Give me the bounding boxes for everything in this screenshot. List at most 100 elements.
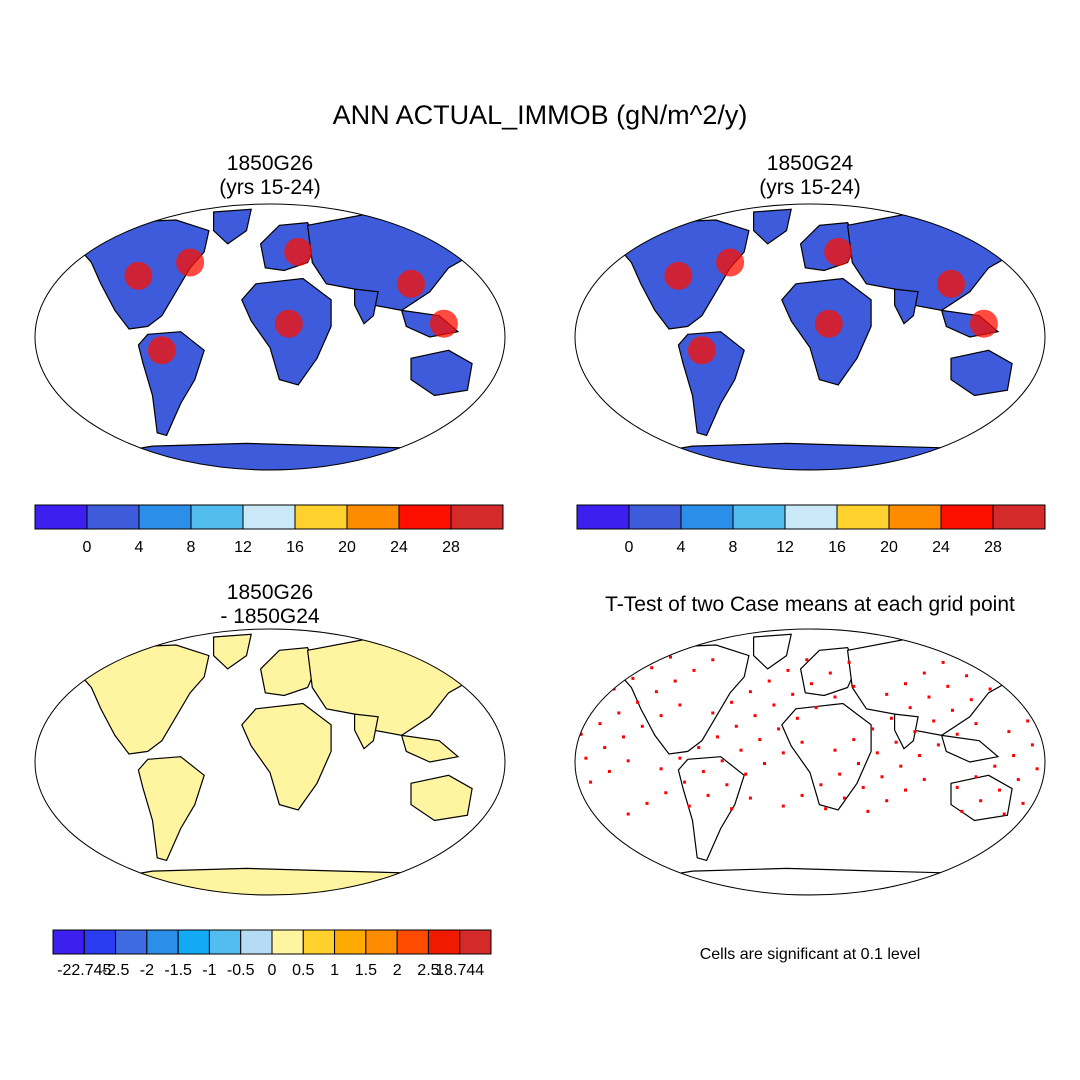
significance-cell <box>631 676 635 680</box>
colorbar-diff-tick-label: 2 <box>393 962 402 979</box>
significance-cell <box>913 730 917 734</box>
significance-cell <box>607 769 611 773</box>
significance-cell <box>969 698 973 702</box>
significance-cell <box>763 762 766 765</box>
colorbar-top-left-tick-label: 28 <box>442 539 460 556</box>
colorbar-top-right-swatch <box>992 504 1046 530</box>
significance-cell <box>598 722 602 726</box>
panel-2-title-line2: (yrs 15-24) <box>759 176 861 199</box>
colorbar-top-right-tick-label: 12 <box>776 539 794 556</box>
significance-cell <box>1021 801 1025 805</box>
significance-cell <box>701 769 705 773</box>
colorbar-diff-tick-label: -22.745 <box>57 962 111 979</box>
colorbar-diff-tick-label: 2.5 <box>417 962 439 979</box>
significance-cell <box>725 783 729 787</box>
significance-cell <box>659 714 663 718</box>
colorbar-diff-tick-label: 0 <box>268 962 277 979</box>
warm-region <box>274 309 303 338</box>
significance-cell <box>1007 730 1011 734</box>
colorbar-top-right-swatch <box>732 504 786 530</box>
continent-seAsia <box>400 734 460 763</box>
significance-cell <box>678 703 682 707</box>
significance-cell <box>589 780 593 784</box>
colorbar-top-right-tick-label: 4 <box>677 539 686 556</box>
significance-cell <box>1035 767 1039 771</box>
significance-cell <box>871 727 875 731</box>
significance-cell <box>988 687 992 691</box>
significance-cell <box>1012 754 1016 758</box>
significance-cell <box>683 780 687 784</box>
significance-cell <box>819 783 823 787</box>
colorbar-top-left-tick-label: 8 <box>187 539 196 556</box>
panel-2-title-line1: 1850G24 <box>766 152 854 175</box>
significance-cell <box>936 743 940 747</box>
significance-cell <box>993 764 997 768</box>
significance-cell <box>669 655 672 659</box>
significance-cell <box>875 751 879 755</box>
significance-cell <box>904 682 907 686</box>
significance-cell <box>1016 777 1020 781</box>
colorbar-diff-swatch <box>459 929 492 955</box>
continent-india <box>894 288 919 325</box>
significance-cell <box>852 684 856 688</box>
significance-cell <box>918 754 922 758</box>
significance-cell <box>579 732 583 736</box>
significance-cell <box>885 692 889 696</box>
significance-cell <box>1002 812 1006 816</box>
significance-cell <box>626 759 630 763</box>
continent-seAsia <box>940 734 1000 763</box>
significance-cell <box>622 735 625 739</box>
significance-cell <box>833 695 837 699</box>
significance-cell <box>781 804 785 808</box>
continent-greenland <box>753 208 792 245</box>
significance-cell <box>814 706 818 710</box>
significance-cell <box>852 738 856 742</box>
significance-cell <box>603 746 607 750</box>
significance-cell <box>767 679 771 683</box>
warm-region <box>147 336 176 365</box>
significance-cell <box>753 714 757 718</box>
significance-cell <box>617 711 621 715</box>
panel-1-title: 1850G26 (yrs 15-24) <box>135 152 405 200</box>
significance-cell <box>791 692 795 696</box>
continent-india <box>354 713 379 750</box>
significance-cell <box>654 690 658 694</box>
colorbar-top-left-swatch <box>34 504 88 530</box>
significance-cell <box>1030 743 1034 747</box>
colorbar-diff-swatch <box>146 929 179 955</box>
colorbar-top-left-swatch <box>242 504 296 530</box>
colorbar-top-left-tick-label: 24 <box>390 539 408 556</box>
colorbar-top-left-swatch <box>138 504 192 530</box>
significance-cell <box>965 674 969 678</box>
warm-region <box>937 269 965 298</box>
significance-cell <box>908 706 912 710</box>
colorbar-diff-tick-label: 0.5 <box>292 962 314 979</box>
colorbar-top-right-swatch <box>836 504 890 530</box>
significance-cell <box>922 777 926 781</box>
warm-region <box>687 336 716 365</box>
significance-cell <box>772 703 776 707</box>
significance-cell <box>640 724 644 728</box>
significance-cell <box>584 756 588 760</box>
colorbar-diff-swatch <box>302 929 336 955</box>
significance-cell <box>861 785 865 789</box>
colorbar-diff-swatch <box>52 929 85 955</box>
significance-cell <box>800 740 804 744</box>
warm-region <box>969 309 998 338</box>
colorbar-top-right-tick-label: 28 <box>984 539 1002 556</box>
warm-region <box>284 237 313 266</box>
colorbar-top-right-swatch <box>784 504 838 530</box>
significance-cell <box>847 660 851 664</box>
continent-northAmerica <box>606 644 750 755</box>
significance-cell <box>904 788 907 792</box>
colorbar-top-left-tick-label: 12 <box>234 539 252 556</box>
colorbar-top-left-tick-label: 16 <box>286 539 304 556</box>
warm-region <box>824 237 853 266</box>
map-border <box>34 628 506 896</box>
colorbar-diff-tick-label: -1.5 <box>164 962 192 979</box>
main-title: ANN ACTUAL_IMMOB (gN/m^2/y) <box>332 100 748 130</box>
warm-region <box>124 261 153 290</box>
significance-cell <box>894 740 898 744</box>
